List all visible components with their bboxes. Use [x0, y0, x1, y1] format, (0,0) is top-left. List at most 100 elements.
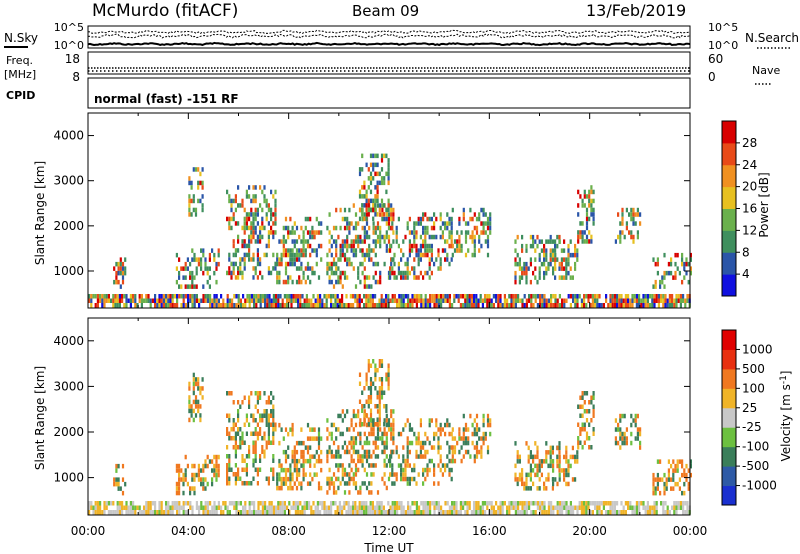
- velocity-cell: [408, 476, 411, 482]
- velocity-cell: [197, 377, 200, 382]
- power-cell: [304, 216, 307, 222]
- velocity-cell: [197, 381, 200, 387]
- power-cell: [228, 225, 231, 231]
- velocity-cell: [419, 445, 422, 450]
- power-cell: [248, 252, 251, 258]
- velocity-cell: [370, 490, 373, 495]
- power-cell: [268, 298, 271, 303]
- power-cell: [376, 221, 380, 226]
- velocity-cell: [147, 505, 150, 510]
- power-cell: [424, 225, 427, 231]
- power-cell: [287, 234, 290, 240]
- velocity-cell: [419, 454, 422, 459]
- power-cell: [395, 230, 398, 235]
- velocity-cell: [439, 431, 442, 437]
- velocity-cell: [545, 510, 548, 515]
- power-cell: [114, 298, 117, 303]
- velocity-cell: [413, 463, 416, 468]
- velocity-cell: [176, 505, 179, 510]
- power-cell: [361, 270, 364, 276]
- velocity-cell: [600, 501, 603, 506]
- velocity-cell: [538, 463, 541, 469]
- velocity-cell: [527, 486, 530, 491]
- velocity-cell: [136, 505, 139, 510]
- velocity-cell: [117, 481, 120, 487]
- power-cell: [341, 239, 344, 244]
- power-cell: [352, 239, 355, 244]
- velocity-cell: [332, 440, 336, 446]
- velocity-cell: [433, 510, 436, 515]
- velocity-cell: [237, 501, 240, 506]
- velocity-cell: [408, 463, 411, 468]
- power-cell: [369, 153, 373, 159]
- velocity-cell: [274, 422, 277, 427]
- power-cell: [94, 294, 97, 299]
- power-cell: [417, 257, 420, 262]
- power-cell: [272, 252, 275, 258]
- power-cell: [379, 243, 382, 249]
- velocity-cell: [125, 510, 128, 515]
- power-cell: [243, 261, 246, 267]
- power-cell: [489, 225, 492, 231]
- velocity-cell: [178, 472, 181, 478]
- velocity-cell: [220, 510, 223, 515]
- power-cell: [112, 294, 115, 299]
- power-cell: [129, 294, 132, 299]
- velocity-cell: [569, 510, 572, 515]
- power-cell: [550, 298, 553, 303]
- velocity-cell: [365, 485, 369, 491]
- power-cell: [574, 261, 577, 267]
- power-cell: [651, 294, 654, 299]
- velocity-cell: [426, 463, 429, 468]
- noise-tick-right-bottom: 10^0: [708, 39, 738, 52]
- power-cell: [178, 257, 181, 262]
- power-cell: [213, 294, 216, 299]
- power-cell: [186, 266, 189, 271]
- power-cell: [592, 216, 595, 222]
- power-cell: [368, 225, 371, 231]
- power-cell: [679, 303, 682, 308]
- power-colorbar-label-0: 28: [742, 136, 757, 150]
- power-cell: [656, 261, 659, 267]
- power-cell: [312, 294, 315, 299]
- power-cell: [385, 243, 388, 249]
- velocity-cell: [103, 505, 106, 510]
- velocity-cell: [552, 477, 555, 482]
- velocity-cell: [552, 459, 555, 464]
- power-cell: [596, 298, 599, 303]
- velocity-cell: [682, 505, 685, 510]
- power-cell: [428, 257, 431, 262]
- power-cell: [666, 303, 669, 308]
- power-cell: [354, 221, 358, 226]
- velocity-cell: [576, 454, 579, 460]
- power-cell: [274, 216, 277, 222]
- power-cell: [259, 185, 262, 190]
- velocity-cell: [614, 427, 617, 432]
- velocity-cell: [569, 501, 572, 506]
- velocity-cell: [404, 467, 407, 473]
- nsky-label: N.Sky: [4, 31, 38, 45]
- power-cell: [193, 284, 196, 289]
- power-cell: [379, 212, 382, 217]
- power-cell: [653, 298, 656, 303]
- velocity-cell: [475, 431, 479, 437]
- velocity-cell: [634, 418, 637, 423]
- power-cell: [684, 298, 687, 303]
- velocity-cell: [254, 454, 257, 459]
- velocity-cell: [464, 427, 468, 432]
- velocity-cell: [475, 501, 478, 506]
- velocity-cell: [248, 510, 251, 515]
- power-cell: [492, 303, 495, 308]
- velocity-cell: [532, 510, 535, 515]
- power-cell: [462, 294, 465, 299]
- velocity-cell: [121, 510, 124, 515]
- velocity-cell: [357, 431, 360, 437]
- power-cell: [451, 243, 454, 249]
- power-cell: [527, 266, 530, 271]
- velocity-cell: [348, 449, 351, 455]
- power-cell: [577, 203, 580, 208]
- velocity-cell: [623, 436, 626, 441]
- velocity-cell: [265, 418, 268, 423]
- power-cell: [486, 303, 489, 308]
- power-cell: [422, 230, 425, 235]
